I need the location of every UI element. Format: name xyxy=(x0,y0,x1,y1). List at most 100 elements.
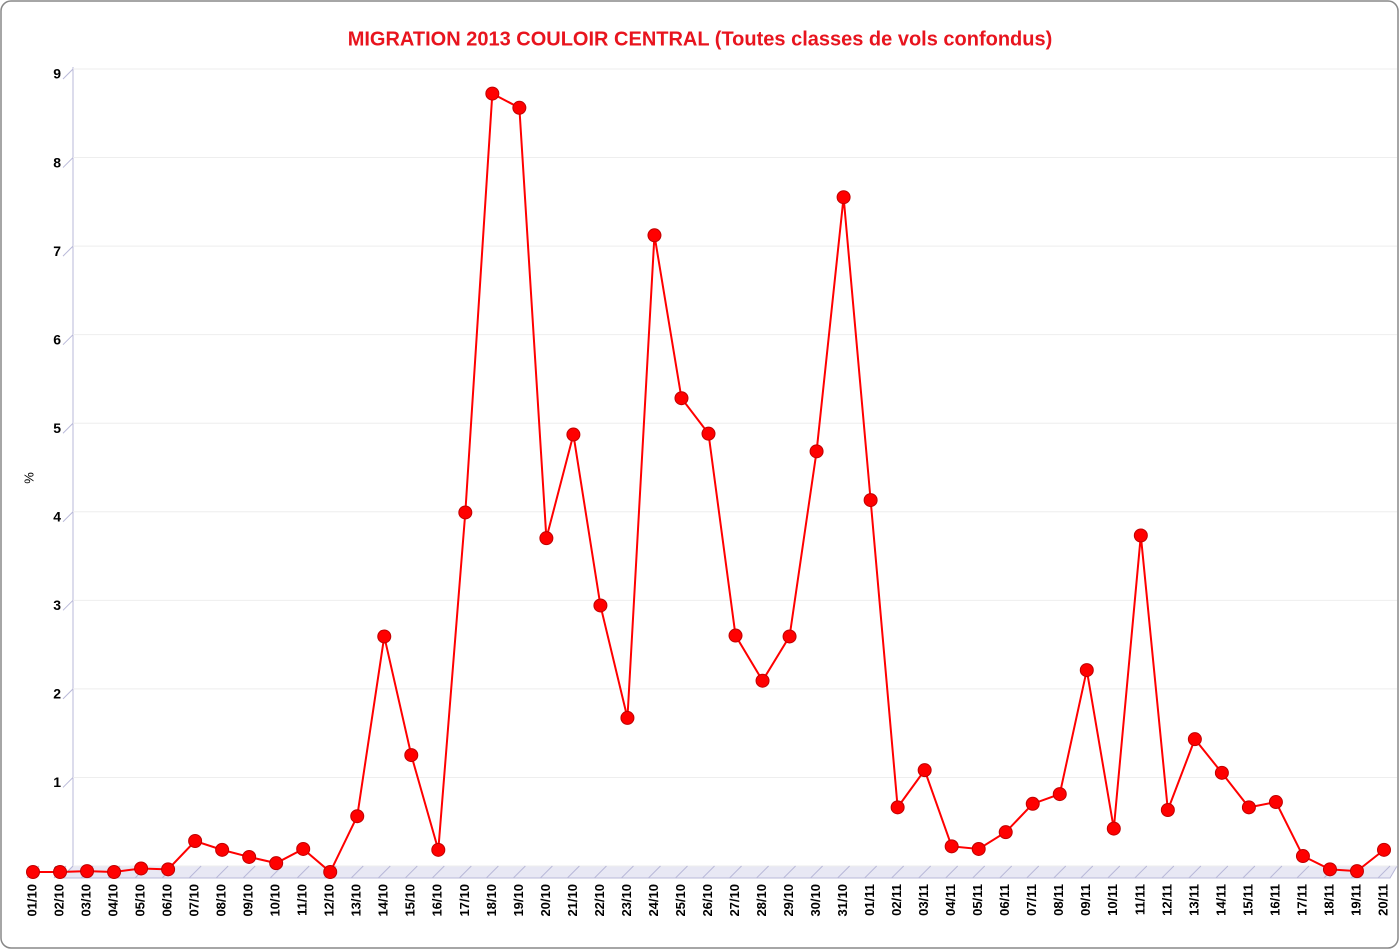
x-tick-label: 22/10 xyxy=(592,884,607,917)
x-tick xyxy=(1026,865,1040,879)
y-tick xyxy=(62,777,74,788)
x-tick-label: 11/10 xyxy=(295,884,310,916)
x-tick-label: 20/10 xyxy=(538,884,553,917)
point xyxy=(728,628,743,643)
point xyxy=(836,190,851,205)
x-tick-label: 09/10 xyxy=(241,884,256,917)
point xyxy=(1052,787,1067,802)
y-tick-label: 6 xyxy=(53,331,61,347)
x-tick-label: 08/11 xyxy=(1051,884,1066,916)
x-tick xyxy=(1080,865,1094,879)
x-tick xyxy=(945,865,959,879)
x-tick-label: 07/10 xyxy=(187,884,202,917)
x-tick xyxy=(1188,865,1202,879)
x-tick-label: 06/10 xyxy=(160,884,175,917)
x-tick-label: 04/11 xyxy=(943,884,958,916)
y-tick xyxy=(62,157,74,168)
x-tick-label: 13/11 xyxy=(1186,884,1201,916)
x-tick-label: 03/11 xyxy=(916,884,931,916)
x-tick-label: 15/10 xyxy=(403,884,418,917)
point xyxy=(269,856,284,871)
point xyxy=(917,763,932,778)
x-tick-label: 05/11 xyxy=(970,884,985,916)
x-tick xyxy=(891,865,904,879)
x-tick-label: 06/11 xyxy=(997,884,1012,916)
point xyxy=(80,864,95,879)
x-tick-label: 18/11 xyxy=(1321,884,1336,916)
y-tick-label: 4 xyxy=(53,508,61,524)
x-tick xyxy=(1134,865,1148,879)
x-tick-label: 05/10 xyxy=(133,884,148,917)
y-tick-label: 1 xyxy=(53,774,61,790)
x-tick xyxy=(621,865,634,879)
point xyxy=(620,710,635,725)
point xyxy=(134,861,149,876)
x-tick-label: 14/11 xyxy=(1213,884,1228,916)
x-tick xyxy=(1377,865,1391,879)
x-tick-label: 25/10 xyxy=(673,884,688,917)
point xyxy=(809,444,824,459)
point xyxy=(431,842,446,857)
x-tick-label: 23/10 xyxy=(619,884,634,917)
x-tick-label: 15/11 xyxy=(1240,884,1255,916)
x-tick xyxy=(188,865,202,879)
point xyxy=(1214,765,1229,780)
x-tick xyxy=(567,865,580,879)
x-tick xyxy=(513,865,526,879)
x-tick xyxy=(756,865,769,879)
x-tick xyxy=(1215,865,1229,879)
x-tick-label: 07/11 xyxy=(1024,884,1039,916)
point xyxy=(512,100,527,115)
point xyxy=(863,493,878,508)
point xyxy=(1025,796,1040,811)
y-tick-label: 5 xyxy=(53,420,61,436)
point xyxy=(647,228,662,243)
x-tick xyxy=(648,865,661,879)
y-tick xyxy=(62,599,74,611)
chart-title: MIGRATION 2013 COULOIR CENTRAL (Toutes c… xyxy=(348,28,1053,50)
x-tick xyxy=(431,865,445,879)
point xyxy=(1187,732,1202,747)
y-tick xyxy=(62,688,74,700)
point xyxy=(107,865,122,879)
x-tick-label: 17/11 xyxy=(1294,884,1309,916)
x-tick-label: 26/10 xyxy=(700,884,715,917)
point xyxy=(323,865,338,879)
x-tick-label: 10/11 xyxy=(1105,884,1120,916)
point xyxy=(1377,842,1391,857)
x-tick xyxy=(810,865,823,879)
y-tick xyxy=(62,334,74,346)
x-tick xyxy=(1107,865,1121,879)
floor xyxy=(59,865,1398,879)
x-tick xyxy=(242,865,256,879)
point xyxy=(1349,864,1364,879)
y-tick xyxy=(62,245,74,257)
x-tick xyxy=(1242,865,1256,879)
x-tick-label: 02/10 xyxy=(51,884,66,917)
x-tick-label: 01/11 xyxy=(862,884,877,916)
point xyxy=(1295,849,1310,864)
x-tick-label: 16/11 xyxy=(1267,884,1282,916)
y-tick-label: 8 xyxy=(53,154,61,170)
x-tick xyxy=(999,865,1013,879)
point xyxy=(701,426,716,441)
x-tick-label: 30/10 xyxy=(808,884,823,917)
x-tick xyxy=(350,865,364,879)
point xyxy=(1268,795,1283,810)
x-tick-label: 19/10 xyxy=(511,884,526,917)
point xyxy=(242,849,257,864)
x-tick xyxy=(702,865,715,879)
x-tick xyxy=(864,865,877,879)
y-tick-label: 3 xyxy=(53,597,61,613)
x-tick xyxy=(458,865,472,879)
x-tick xyxy=(1053,865,1067,879)
x-tick xyxy=(594,865,607,879)
point xyxy=(539,531,554,546)
point xyxy=(377,629,392,644)
x-tick-label: 12/10 xyxy=(322,884,337,917)
y-tick xyxy=(62,422,74,434)
y-tick-label: 2 xyxy=(53,686,61,702)
x-tick xyxy=(1269,865,1283,879)
x-tick-label: 03/10 xyxy=(78,884,93,917)
